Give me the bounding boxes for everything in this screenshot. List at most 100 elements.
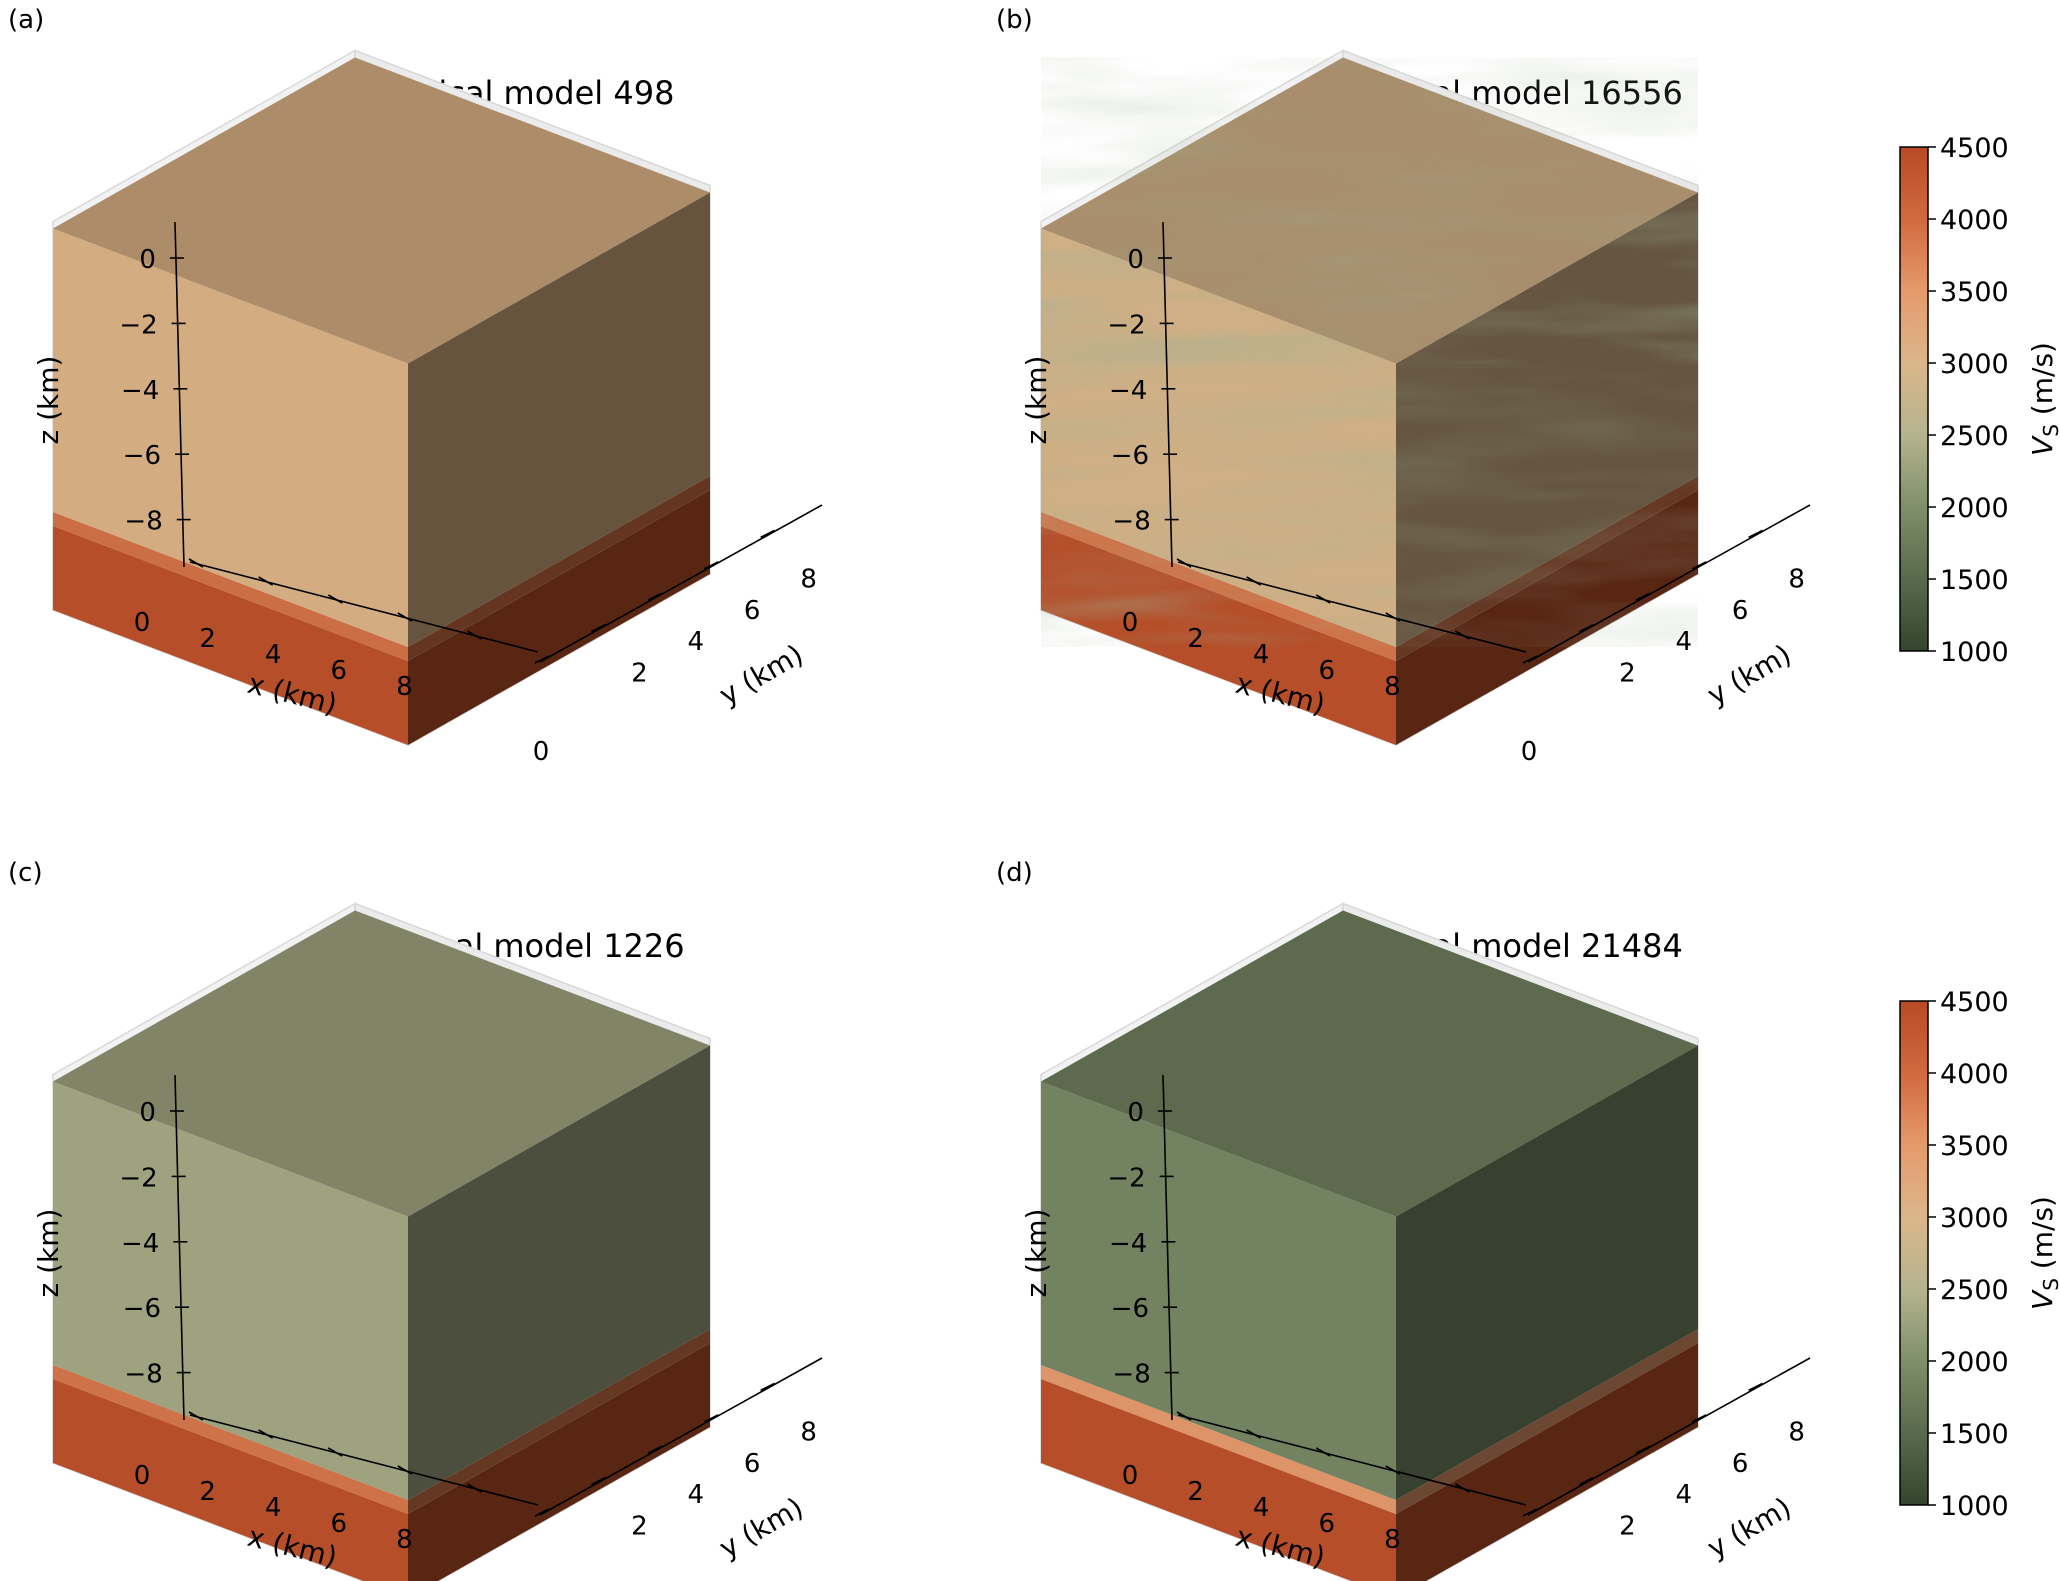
y-axis-label: y (km) [1702, 1491, 1797, 1565]
layer-front-face [53, 1081, 408, 1500]
layer-front-face [1041, 1081, 1396, 1500]
panel-letter: (d) [996, 858, 1033, 888]
x-tick-label: 8 [396, 1525, 413, 1555]
z-tick-label: −8 [1112, 507, 1150, 537]
colorbar-label: VS (m/s) [2026, 1196, 2060, 1310]
y-tick-label: 6 [744, 1449, 761, 1479]
layer-side-face [408, 1329, 710, 1514]
y-tick [1579, 623, 1594, 633]
colorbar-1: 1000 1500 2000 2500 3000 3500 4000 4500 VS (m/s) [1899, 987, 2060, 1522]
layer-top-face [1041, 910, 1698, 1217]
x-tick-label: 2 [199, 1477, 216, 1507]
y-tick [534, 1508, 550, 1517]
z-tick-label: −6 [123, 441, 161, 471]
z-axis-line [1162, 221, 1173, 568]
x-tick-label: 0 [134, 608, 151, 638]
colorbar-tick-label: 2000 [1940, 1347, 2009, 1378]
z-axis-line [1162, 1074, 1173, 1421]
layer-front-face [53, 1365, 408, 1514]
z-axis-label: z (km) [32, 356, 65, 445]
x-axis-line [1177, 1414, 1527, 1506]
x-tick [1455, 630, 1470, 640]
x-tick [1385, 612, 1401, 622]
y-tick [703, 1414, 719, 1423]
x-tick-label: 8 [396, 672, 413, 702]
colorbar-tick-label: 2000 [1940, 493, 2009, 524]
layer-top-face [53, 57, 710, 364]
x-tick [1455, 1483, 1470, 1493]
panel-letter: (b) [996, 5, 1033, 35]
y-tick-label: 6 [1732, 596, 1749, 626]
x-tick [397, 1465, 413, 1475]
y-axis-line [1527, 504, 1811, 663]
x-tick-label: 2 [199, 624, 216, 654]
x-tick [467, 1483, 482, 1493]
colorbar-tick-label: 3500 [1940, 277, 2009, 308]
z-tick-label: −4 [1109, 1229, 1147, 1259]
z-tick-label: 0 [139, 1098, 156, 1128]
x-tick [1315, 594, 1331, 604]
layer-front-face [53, 1379, 408, 1581]
y-tick-label: 2 [1619, 1512, 1636, 1542]
y-tick [591, 623, 606, 633]
y-axis-label: y (km) [1702, 638, 1797, 712]
layer-side-face [408, 1343, 710, 1581]
x-tick [1176, 558, 1192, 568]
z-tick-label: 0 [1127, 245, 1144, 275]
heterogeneity-front [1041, 228, 1396, 647]
y-tick [647, 592, 663, 601]
x-tick-label: 6 [1319, 656, 1336, 686]
y-tick [591, 1476, 606, 1486]
colorbar-tick-label: 3000 [1940, 1203, 2009, 1234]
layer-side-face [1396, 1343, 1698, 1581]
colorbar-tick-label: 3000 [1940, 349, 2009, 380]
layer-front-face [1041, 1365, 1396, 1514]
y-tick-label: 4 [1676, 1480, 1693, 1510]
y-tick [760, 529, 775, 539]
layer-side-face [1396, 476, 1698, 661]
y-axis-line [1527, 1357, 1811, 1516]
x-tick [1176, 1411, 1192, 1421]
colorbar-tick-label: 1500 [1940, 1419, 2009, 1450]
y-tick-label: 4 [1676, 627, 1693, 657]
colorbar-tick-label: 4500 [1940, 987, 2009, 1018]
x-tick-label: 2 [1187, 624, 1204, 654]
layer-front-face [1041, 512, 1396, 661]
x-axis-line [189, 561, 539, 653]
z-tick-label: −4 [121, 376, 159, 406]
z-tick-label: 0 [1127, 1098, 1144, 1128]
x-tick-label: 6 [331, 656, 348, 686]
colorbar-tick-label: 2500 [1940, 421, 2009, 452]
layer-front-face [53, 512, 408, 661]
x-tick-label: 2 [1187, 1477, 1204, 1507]
y-tick [1748, 1382, 1763, 1392]
z-tick-label: −8 [124, 507, 162, 537]
y-tick-label: 6 [1732, 1449, 1749, 1479]
colorbar-tick-label: 4500 [1940, 133, 2009, 164]
layer-front-face [53, 526, 408, 745]
z-tick-label: −4 [1109, 376, 1147, 406]
x-tick-label: 6 [331, 1509, 348, 1539]
z-tick-label: −2 [119, 310, 157, 340]
y-axis-line [539, 504, 823, 663]
y-tick-label: 8 [1788, 1417, 1805, 1447]
layer-front-face [53, 228, 408, 647]
colorbar-tick-label: 1000 [1940, 1491, 2009, 1522]
z-axis-label: z (km) [32, 1209, 65, 1298]
x-tick [327, 594, 343, 604]
z-tick-label: −6 [1111, 441, 1149, 471]
z-tick-label: −2 [1107, 1163, 1145, 1193]
x-tick [188, 1411, 204, 1421]
layer-side-face [1396, 1045, 1698, 1500]
layer-front-face [1041, 526, 1396, 745]
z-axis-label: z (km) [1020, 356, 1053, 445]
y-tick-label: 6 [744, 596, 761, 626]
z-axis-label: z (km) [1020, 1209, 1053, 1298]
y-axis-label: y (km) [714, 638, 809, 712]
y-tick-label: 8 [800, 1417, 817, 1447]
x-tick [467, 630, 482, 640]
x-tick-label: 6 [1319, 1509, 1336, 1539]
x-tick-label: 8 [1384, 672, 1401, 702]
